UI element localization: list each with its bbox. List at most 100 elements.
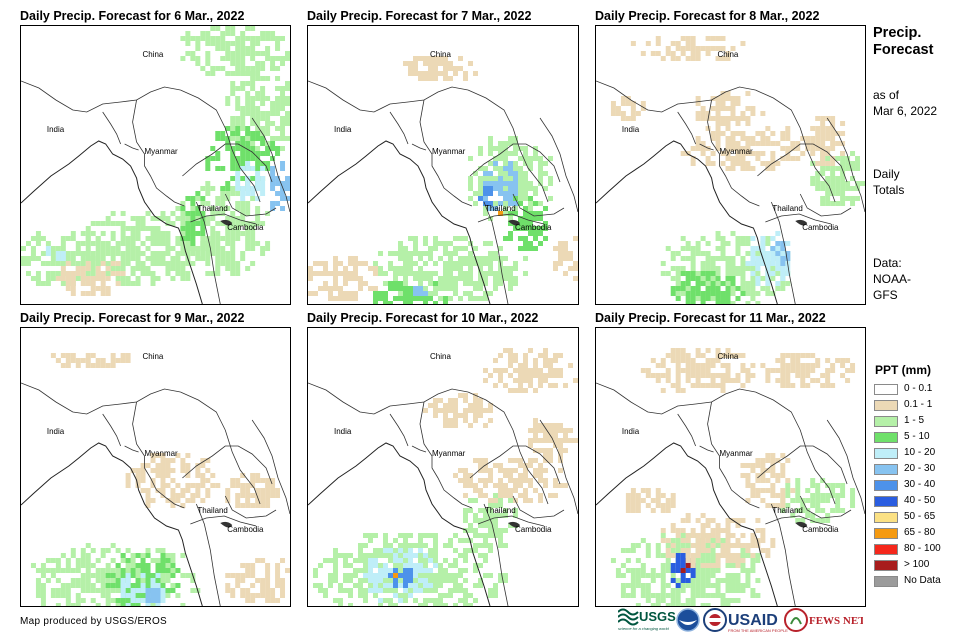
country-border — [411, 143, 427, 151]
label-cambodia: Cambodia — [802, 525, 839, 534]
country-border — [180, 391, 226, 431]
panel-title: Daily Precip. Forecast for 11 Mar., 2022 — [595, 311, 826, 325]
noaa-logo — [676, 608, 700, 632]
country-border — [677, 111, 696, 145]
legend-label: No Data — [904, 575, 941, 586]
legend-label: 0.1 - 1 — [904, 399, 933, 410]
precip-map: China India Myanmar Thailand Cambodia — [20, 25, 291, 305]
country-border — [539, 419, 578, 515]
country-border — [180, 89, 226, 129]
country-border — [467, 89, 514, 129]
country-border — [224, 193, 277, 217]
legend-label: 65 - 80 — [904, 527, 936, 538]
label-myanmar: Myanmar — [720, 147, 753, 156]
country-border — [124, 143, 139, 151]
panel-title: Daily Precip. Forecast for 9 Mar., 2022 — [20, 311, 245, 325]
tonle-sap-lake — [220, 219, 233, 226]
precip-layer — [21, 26, 290, 296]
country-border — [512, 429, 549, 505]
country-border — [677, 413, 696, 447]
country-border — [770, 201, 796, 304]
legend-label: 20 - 30 — [904, 463, 936, 474]
country-border — [467, 391, 514, 431]
label-china: China — [143, 50, 164, 59]
label-india: India — [47, 125, 65, 134]
tonle-sap-lake — [508, 521, 520, 528]
tonle-sap-lake — [220, 521, 233, 528]
country-border — [799, 193, 852, 217]
country-border — [477, 213, 545, 225]
country-border — [182, 143, 273, 183]
usgs-text: USGS — [639, 609, 676, 624]
country-border — [419, 401, 473, 509]
country-border — [826, 117, 865, 213]
country-border — [389, 111, 409, 145]
country-border — [596, 382, 756, 415]
data-source: Data: NOAA- GFS — [873, 255, 911, 303]
as-of-date: as of Mar 6, 2022 — [873, 87, 937, 119]
legend-swatch — [874, 432, 898, 443]
country-border — [799, 429, 836, 505]
totals-line2: Totals — [873, 183, 905, 197]
fews-net-logo: FEWS NET — [784, 608, 863, 632]
data-line2: NOAA- — [873, 272, 912, 286]
legend-swatch — [874, 384, 898, 395]
country-border — [483, 201, 509, 304]
label-china: China — [718, 50, 739, 59]
country-border — [190, 515, 257, 527]
coastline — [308, 140, 491, 304]
country-border — [251, 419, 290, 515]
data-line3: GFS — [873, 288, 898, 302]
country-border — [477, 515, 545, 527]
country-border — [195, 201, 221, 304]
legend-label: 50 - 65 — [904, 511, 936, 522]
country-border — [132, 401, 185, 509]
country-border — [308, 80, 469, 113]
coastline — [21, 442, 203, 606]
as-of-line1: as of — [873, 88, 900, 102]
country-border — [765, 515, 832, 527]
country-border — [251, 117, 290, 213]
country-border — [102, 413, 121, 447]
country-border — [389, 413, 409, 447]
legend-swatch — [874, 464, 898, 475]
label-india: India — [622, 427, 640, 436]
label-myanmar: Myanmar — [432, 147, 466, 156]
legend-swatch — [874, 496, 898, 507]
country-border — [132, 99, 185, 207]
legend-label: 5 - 10 — [904, 431, 930, 442]
label-thailand: Thailand — [197, 506, 228, 515]
precip-layer — [30, 353, 290, 606]
legend-label: 40 - 50 — [904, 495, 936, 506]
label-india: India — [334, 427, 352, 436]
as-of-line2: Mar 6, 2022 — [873, 104, 938, 118]
label-cambodia: Cambodia — [227, 525, 264, 534]
precip-layer — [610, 36, 865, 304]
label-myanmar: Myanmar — [145, 147, 178, 156]
country-border — [195, 503, 221, 606]
panel-title: Daily Precip. Forecast for 8 Mar., 2022 — [595, 9, 820, 23]
country-border — [512, 193, 565, 217]
country-border — [21, 382, 181, 415]
usgs-tagline: science for a changing world — [618, 626, 669, 631]
legend-swatch — [874, 528, 898, 539]
label-myanmar: Myanmar — [432, 449, 466, 458]
label-india: India — [47, 427, 65, 436]
coastline — [308, 442, 491, 606]
legend-label: 30 - 40 — [904, 479, 936, 490]
label-india: India — [622, 125, 640, 134]
country-border — [182, 445, 273, 485]
legend-label: 80 - 100 — [904, 543, 941, 554]
label-cambodia: Cambodia — [515, 223, 552, 232]
label-cambodia: Cambodia — [802, 223, 839, 232]
side-title-line2: Forecast — [873, 42, 934, 58]
label-thailand: Thailand — [197, 204, 228, 213]
side-title: Precip. Forecast — [873, 25, 933, 59]
precip-map: China India Myanmar Thailand Cambodia — [307, 327, 579, 607]
label-myanmar: Myanmar — [145, 449, 178, 458]
daily-totals-label: Daily Totals — [873, 166, 904, 198]
precip-map: China India Myanmar Thailand Cambodia — [307, 25, 579, 305]
country-border — [770, 503, 796, 606]
country-border — [224, 429, 261, 505]
legend-label: 0 - 0.1 — [904, 383, 933, 394]
